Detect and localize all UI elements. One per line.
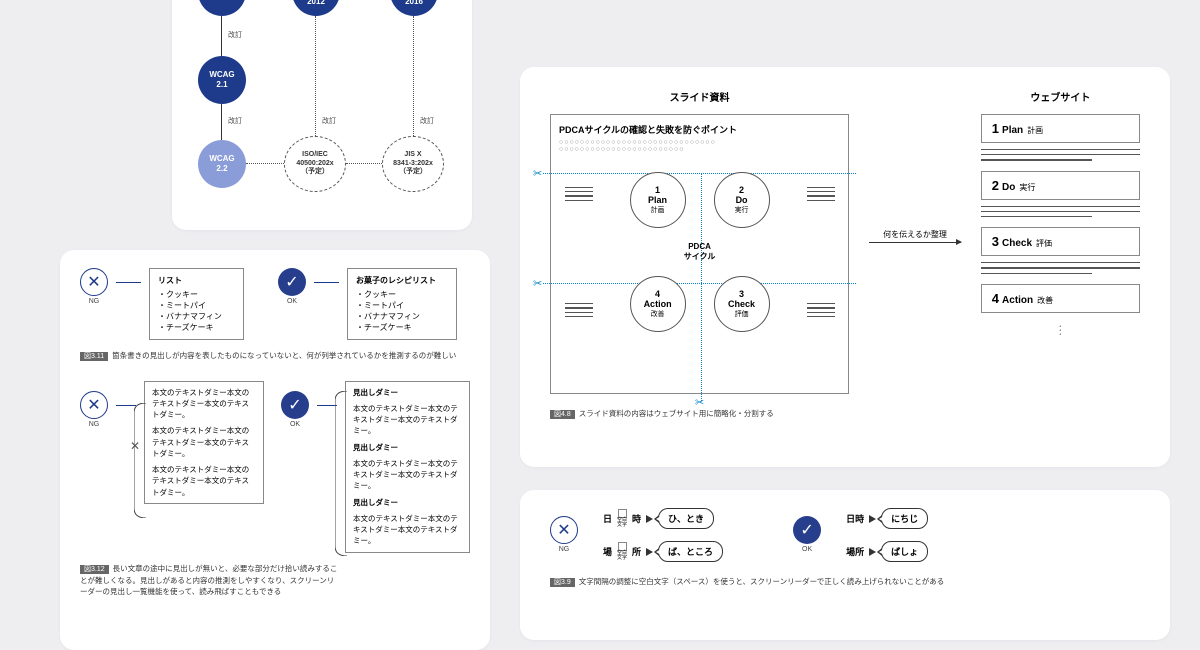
flowchart-card: WCAG 2.0 ISO/IEC 40500: 2012 JIS X 8341-… — [172, 0, 472, 230]
fc-edge-label: 改訂 — [228, 116, 242, 126]
speech-bubble: ば、ところ — [658, 541, 723, 562]
ng-badge: ✕ — [80, 268, 108, 296]
ellipsis-icon: ⋮ — [981, 323, 1140, 337]
list-item: バナナマフィン — [356, 311, 448, 322]
ng-label: NG — [89, 298, 100, 305]
caption-3-11: 図3.11箇条書きの見出しが内容を表したものになっていないと、何が列挙されている… — [80, 350, 470, 363]
play-icon — [869, 548, 876, 556]
placeholder-circles: ○○○○○○○○○○○○○○○○○○○○○○○○○○○○○○○○○○○○○○○○… — [559, 139, 840, 153]
fc-edge — [221, 104, 222, 140]
slide-title: スライド資料 — [550, 89, 849, 104]
fc-node-iso202x: ISO/IEC 40500:202x （予定） — [284, 136, 346, 192]
play-icon — [646, 515, 653, 523]
ng-badge: ✕ — [80, 391, 108, 419]
speech-bubble: ひ、とき — [658, 508, 714, 529]
pdca-node-action: 4Action改善 — [630, 276, 686, 332]
fc-node-wcag20: WCAG 2.0 — [198, 0, 246, 16]
list-item: ミートパイ — [356, 300, 448, 311]
fc-node-iso2012: ISO/IEC 40500: 2012 — [292, 0, 340, 16]
text-lines-icon — [565, 303, 593, 317]
web-item: 2Do実行 — [981, 171, 1140, 218]
fc-node-wcag22: WCAG 2.2 — [198, 140, 246, 188]
fc-edge — [346, 163, 382, 164]
spacing-card: ✕ NG 日 空白 文字 時 ひ、とき 場 空白 文字 所 ば、ところ ✓ OK — [520, 490, 1170, 640]
ok-row: 場所 ばしょ — [846, 541, 928, 562]
fc-edge — [413, 16, 414, 136]
scissors-icon: ✂ — [533, 277, 542, 290]
ng-text-box: 本文のテキストダミー本文のテキストダミー本文のテキストダミー。 本文のテキストダ… — [144, 381, 264, 504]
list-item: バナナマフィン — [158, 311, 235, 322]
ok-list-box: お菓子のレシピリスト クッキー ミートパイ バナナマフィン チーズケーキ — [347, 268, 457, 340]
bracket-icon — [134, 403, 148, 518]
caption-3-12: 図3.12長い文章の途中に見出しが無いと、必要な部分だけ拾い読みすることが難しく… — [80, 563, 340, 598]
caption-3-9: 図3.9文字間隔の調整に空白文字（スペース）を使うと、スクリーンリーダーで正しく… — [550, 576, 1140, 589]
web-item: 3Check評価 — [981, 227, 1140, 274]
fc-node-jis2016: JIS X 8341-3: 2016 — [390, 0, 438, 16]
scissors-icon: ✂ — [695, 396, 704, 409]
website-title: ウェブサイト — [981, 89, 1140, 104]
pdca-diagram: PDCA サイクル 1Plan計画 2Do実行 3Check評価 4Action… — [600, 167, 800, 337]
fc-edge — [315, 16, 316, 136]
text-lines-icon — [807, 187, 835, 201]
ng-row: 日 空白 文字 時 ひ、とき — [603, 508, 723, 529]
fc-edge — [246, 163, 284, 164]
list-item: クッキー — [158, 289, 235, 300]
ok-text-box: 見出しダミー 本文のテキストダミー本文のテキストダミー本文のテキストダミー。 見… — [345, 381, 470, 553]
fc-node-jis202x: JIS X 8341-3:202x （予定） — [382, 136, 444, 192]
text-lines-icon — [565, 187, 593, 201]
list-item: チーズケーキ — [158, 322, 235, 333]
pdca-card: スライド資料 PDCAサイクルの確認と失敗を防ぐポイント ○○○○○○○○○○○… — [520, 67, 1170, 467]
fc-edge-label: 改訂 — [228, 30, 242, 40]
list-item: チーズケーキ — [356, 322, 448, 333]
ng-row: 場 空白 文字 所 ば、ところ — [603, 541, 723, 562]
list-item: ミートパイ — [158, 300, 235, 311]
ng-list-title: リスト — [158, 275, 235, 286]
slide-frame: PDCAサイクルの確認と失敗を防ぐポイント ○○○○○○○○○○○○○○○○○○… — [550, 114, 849, 394]
speech-bubble: ばしょ — [881, 541, 928, 562]
ng-badge: ✕ — [550, 516, 578, 544]
ok-list-title: お菓子のレシピリスト — [356, 275, 448, 286]
bracket-icon — [335, 391, 349, 556]
pdca-node-plan: 1Plan計画 — [630, 172, 686, 228]
fc-edge — [221, 16, 222, 56]
play-icon — [646, 548, 653, 556]
fc-edge-label: 改訂 — [420, 116, 434, 126]
speech-bubble: にちじ — [881, 508, 928, 529]
pdca-center-label: PDCA サイクル — [680, 242, 720, 262]
ok-label: OK — [287, 298, 297, 305]
list-examples-card: ✕ NG リスト クッキー ミートパイ バナナマフィン チーズケーキ ✓ OK … — [60, 250, 490, 650]
ok-badge: ✓ — [278, 268, 306, 296]
scissors-icon: ✂ — [533, 167, 542, 180]
play-icon — [869, 515, 876, 523]
pdca-node-check: 3Check評価 — [714, 276, 770, 332]
pdca-node-do: 2Do実行 — [714, 172, 770, 228]
text-lines-icon — [807, 303, 835, 317]
list-item: クッキー — [356, 289, 448, 300]
ok-badge: ✓ — [793, 516, 821, 544]
ok-badge: ✓ — [281, 391, 309, 419]
web-item: 1Plan計画 — [981, 114, 1140, 161]
fc-node-wcag21: WCAG 2.1 — [198, 56, 246, 104]
ng-list-box: リスト クッキー ミートパイ バナナマフィン チーズケーキ — [149, 268, 244, 340]
ok-row: 日時 にちじ — [846, 508, 928, 529]
slide-heading: PDCAサイクルの確認と失敗を防ぐポイント — [559, 123, 840, 136]
fc-edge-label: 改訂 — [322, 116, 336, 126]
web-item: 4Action改善 — [981, 284, 1140, 313]
transform-arrow: 何を伝えるか整理 — [869, 229, 961, 243]
caption-4-8: 図4.8スライド資料の内容はウェブサイト用に簡略化・分割する — [550, 408, 1140, 421]
